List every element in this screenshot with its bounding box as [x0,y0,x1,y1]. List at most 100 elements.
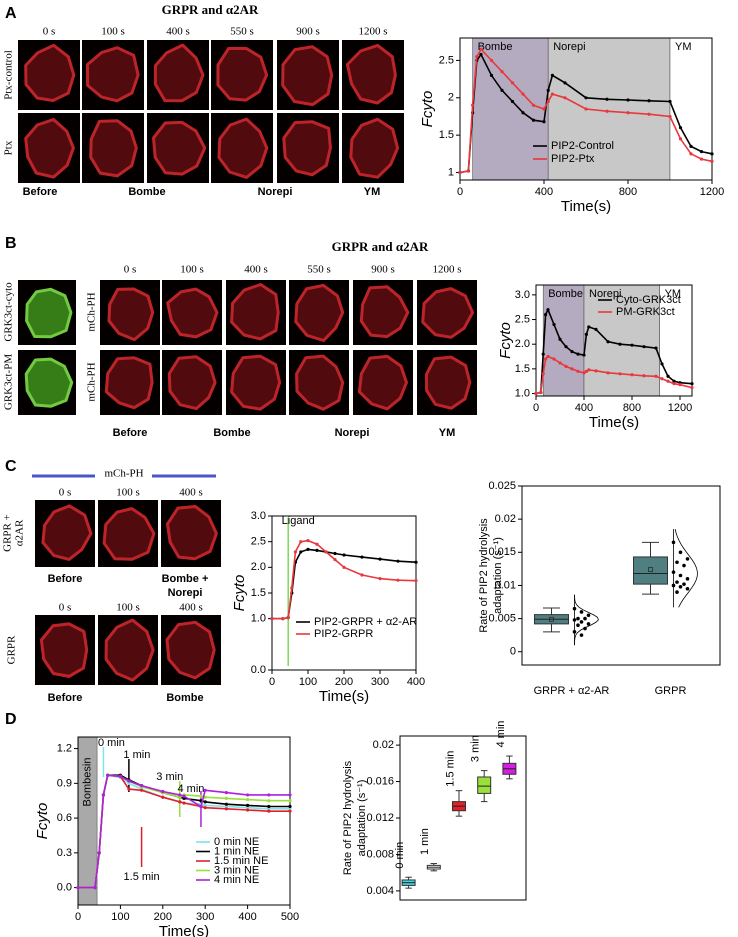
data-point [342,565,346,569]
region [669,37,713,181]
cell-outline [39,622,89,678]
phase-label: Before [48,692,83,704]
data-point [675,590,679,594]
time-label: 0 s [59,487,72,499]
data-point [510,99,515,104]
data-point [618,342,622,346]
data-point [521,111,525,115]
data-point [586,622,591,626]
time-label: 1200 s [432,264,461,276]
y-tick-label: 0.025 [488,480,516,492]
data-point [630,343,634,347]
x-axis-label: Time(s) [561,198,611,215]
mean [549,616,554,622]
time-label: 100 s [180,264,204,276]
annotation-label: Ligand [282,515,315,527]
data-point [583,616,587,621]
data-point [587,368,591,372]
data-point [267,804,271,809]
data-point [552,322,556,327]
data-point [378,577,382,581]
y-tick-label: 0.0 [57,882,72,894]
time-label: 400 s [166,26,190,38]
data-point [584,96,588,100]
data-point [584,107,588,111]
y-tick-label: 0.005 [488,612,516,624]
data-point [690,382,694,386]
time-label: 900 s [296,26,320,38]
phase-label: Before [48,573,83,585]
data-point [199,794,203,798]
data-point [678,550,683,555]
cell-outline [102,507,156,561]
y-tick-label: 3.0 [515,289,530,301]
data-point [570,350,574,354]
data-point [546,308,550,312]
data-point [678,573,683,578]
y-tick-label: 0.02 [495,513,516,525]
distribution-curve [574,594,599,646]
data-point [579,610,584,614]
cell-outline [230,283,280,341]
row-label: mCh-PH [86,362,98,401]
region-label: YM [665,288,682,300]
data-point [542,120,546,124]
data-point [360,573,364,577]
data-point [224,796,228,801]
phase-label: Norepi [335,427,370,439]
y-axis-label: Rate of PIP2 hydrolysis [478,518,490,633]
row-label: α2AR [14,519,26,546]
data-point [342,553,346,557]
region-label: Bombe [548,288,583,300]
data-point [182,801,186,805]
x-tick-label: 0 [269,676,275,688]
plot-frame [535,284,693,397]
data-point [576,369,580,373]
y-tick-label: 2.0 [515,338,530,350]
legend-label: PM-GRK3ct [616,306,675,318]
data-point [127,787,131,791]
category-label: 3 min [470,735,482,762]
data-point [76,886,80,890]
x-tick-label: 400 [238,911,256,923]
box [477,776,492,794]
data-point [315,542,319,546]
x-tick-label: 100 [111,911,129,923]
y-axis-label: Fcyto [497,322,514,359]
time-label: 0 s [43,26,56,38]
data-point [546,88,550,92]
cell-outline [294,283,345,342]
legend-label: 1 min NE [214,845,259,857]
data-point [672,379,676,383]
box [633,556,668,585]
mean [648,567,653,572]
data-point [270,617,274,621]
data-point [182,796,186,801]
data-point [246,793,250,797]
row-label: GRK3ct-PM [3,354,15,410]
cell-outline [24,118,75,179]
x-tick-label: 800 [623,402,641,414]
data-point [563,81,567,85]
phase-label: YM [439,427,456,439]
y-tick-label: 0 [510,646,516,658]
data-point [161,795,165,799]
data-point [642,345,646,349]
phase-label: YM [364,186,381,198]
data-point [660,362,664,366]
y-axis-label: adaptation (s⁻¹) [356,780,368,857]
y-tick-label: 1.5 [251,587,266,599]
plot-frame [399,735,527,901]
phase-label: Bombe + [162,573,209,585]
legend-label: PIP2-Control [551,140,614,152]
data-point [594,327,598,331]
annotation-label: 4 min [178,783,205,795]
data-point [288,799,292,803]
data-point [396,559,400,563]
plot-frame [521,485,721,666]
data-point [267,793,271,797]
series-line [272,548,417,620]
data-point [710,159,714,163]
y-tick-label: 0.01 [495,579,516,591]
